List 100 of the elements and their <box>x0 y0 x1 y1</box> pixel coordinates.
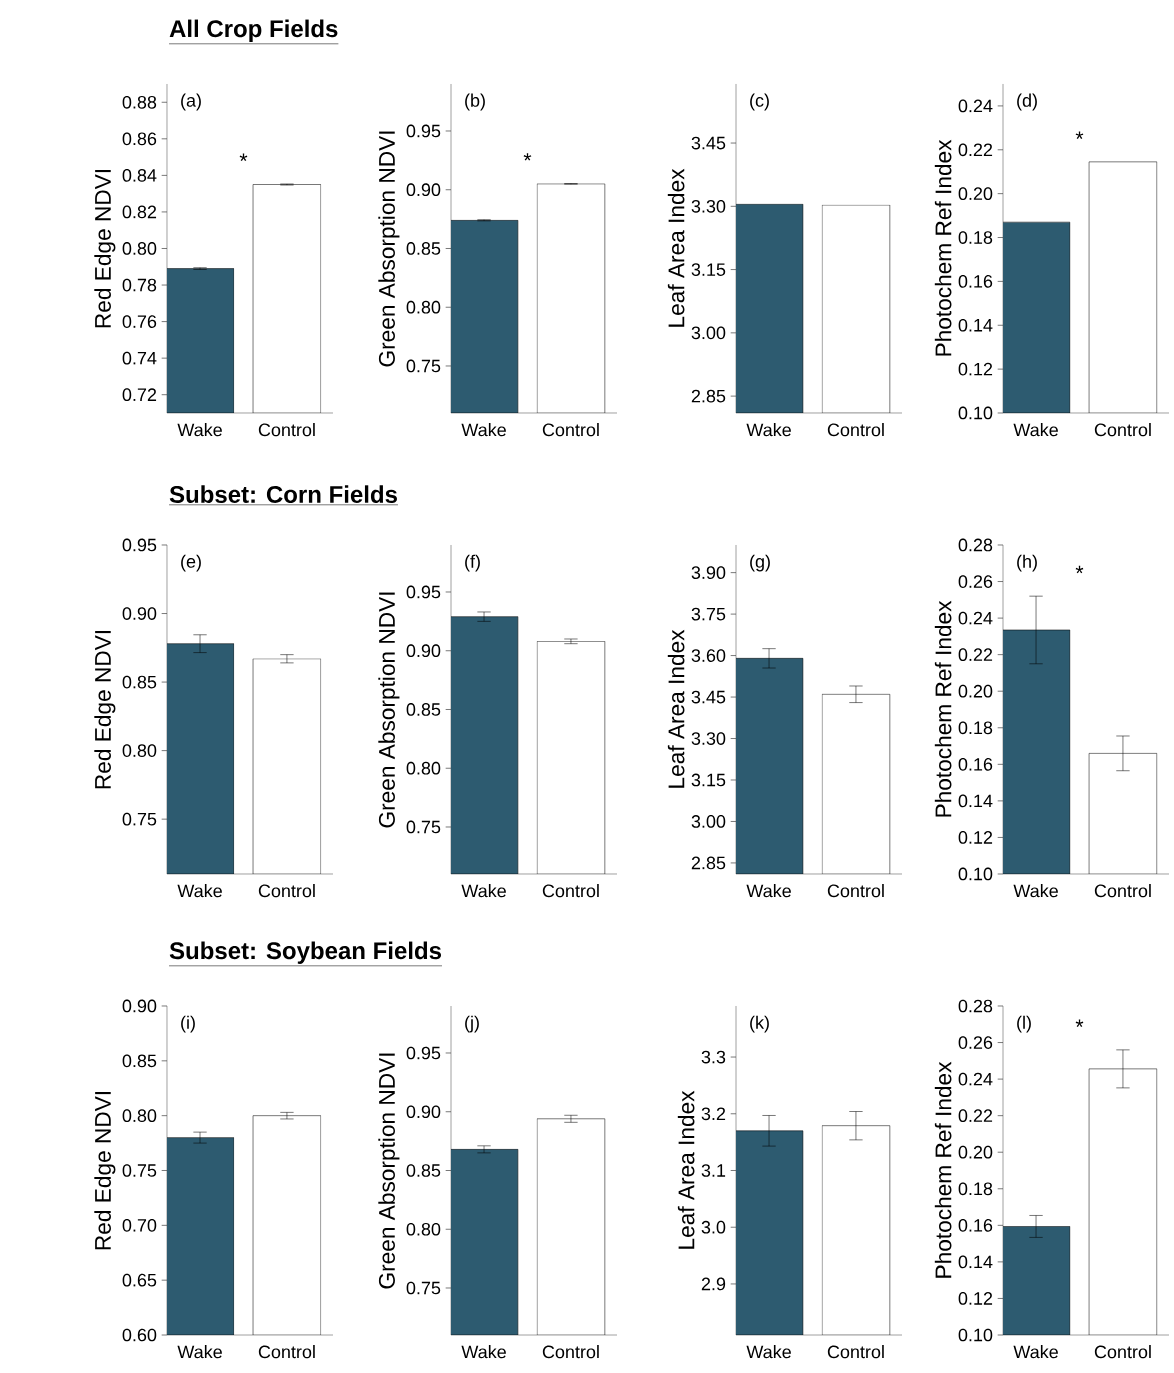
y-tick-label: 3.3 <box>701 1050 726 1064</box>
y-tick-label: 0.85 <box>406 242 441 255</box>
y-tick-label: 0.75 <box>122 812 157 826</box>
y-tick-label: 0.75 <box>406 820 441 834</box>
y-tick-label: 0.74 <box>122 351 157 365</box>
y-tick-label: 0.20 <box>958 187 993 201</box>
x-tick-label: Control <box>827 884 884 898</box>
y-tick-label: 0.90 <box>406 644 441 658</box>
annotation: * <box>523 153 532 161</box>
y-tick-label: 3.45 <box>691 690 726 704</box>
y-tick-label: 2.85 <box>691 856 726 870</box>
y-tick-label: 3.60 <box>691 649 726 662</box>
y-tick-label: 0.22 <box>958 1109 993 1123</box>
y-tick-label: 0.85 <box>406 1164 441 1177</box>
y-tick-label: 0.22 <box>958 648 993 662</box>
y-tick-label: 0.80 <box>406 300 441 314</box>
y-tick-label: 0.80 <box>122 242 157 255</box>
y-tick-label: 0.86 <box>122 132 157 146</box>
y-tick-label: 0.16 <box>958 1218 993 1232</box>
y-tick-label: 0.20 <box>958 684 993 698</box>
y-axis-title: Photochem Ref Index <box>934 139 952 356</box>
x-tick-label: Wake <box>1013 884 1058 898</box>
y-tick-label: 0.12 <box>958 831 993 844</box>
y-axis-title: Green Absorption NDVI <box>378 131 400 367</box>
x-tick-label: Wake <box>177 423 222 437</box>
annotation: (e) <box>181 554 201 572</box>
y-tick-label: 0.16 <box>958 275 993 288</box>
y-tick-label: 3.15 <box>691 263 726 276</box>
annotation: * <box>1075 565 1084 574</box>
y-tick-label: 0.26 <box>958 1036 993 1049</box>
annotation: (h) <box>1017 554 1037 572</box>
y-tick-label: 0.10 <box>958 406 993 420</box>
x-tick-label: Wake <box>461 423 506 437</box>
x-tick-label: Wake <box>461 884 506 898</box>
y-tick-label: 0.90 <box>122 999 157 1013</box>
y-tick-label: 3.90 <box>691 566 726 579</box>
y-tick-label: 0.16 <box>958 757 993 771</box>
y-tick-label: 0.75 <box>406 359 441 373</box>
y-axis-title: Photochem Ref Index <box>934 1061 952 1278</box>
y-tick-label: 0.10 <box>958 867 993 881</box>
y-tick-label: 0.60 <box>122 1328 157 1342</box>
x-tick-label: Wake <box>746 423 791 437</box>
y-tick-label: 3.75 <box>691 607 726 621</box>
y-tick-label: 0.24 <box>958 1072 993 1086</box>
y-axis-title: Photochem Ref Index <box>934 600 952 817</box>
annotation: (k) <box>750 1015 769 1033</box>
x-tick-label: Control <box>542 884 599 898</box>
y-tick-label: 0.95 <box>406 1046 441 1060</box>
y-tick-label: 0.72 <box>122 388 157 402</box>
y-tick-label: 0.14 <box>958 318 993 332</box>
y-tick-label: 0.18 <box>958 1182 993 1196</box>
y-axis-title: Leaf Area Index <box>677 1090 695 1249</box>
x-tick-label: Wake <box>746 884 791 898</box>
annotation: (g) <box>750 554 770 572</box>
y-tick-label: 3.30 <box>691 732 726 745</box>
y-axis-title: Leaf Area Index <box>667 168 685 327</box>
y-tick-label: 0.70 <box>122 1218 157 1232</box>
y-tick-label: 0.80 <box>406 761 441 775</box>
y-axis-title: Green Absorption NDVI <box>378 592 400 828</box>
y-tick-label: 0.18 <box>958 721 993 735</box>
y-tick-label: 0.76 <box>122 315 157 328</box>
x-tick-label: Control <box>258 884 315 898</box>
y-tick-label: 3.0 <box>701 1220 726 1234</box>
chart-title: Subset: Soybean Fields <box>169 941 442 964</box>
x-tick-label: Control <box>827 423 884 437</box>
y-tick-label: 0.12 <box>958 1292 993 1305</box>
x-tick-label: Wake <box>1013 1345 1058 1359</box>
chart-title: Subset: Corn Fields <box>169 485 397 503</box>
y-tick-label: 0.12 <box>958 362 993 376</box>
y-tick-label: 0.20 <box>958 1145 993 1159</box>
x-tick-label: Control <box>1094 1345 1151 1359</box>
annotation: (f) <box>465 554 480 572</box>
annotation: * <box>239 153 248 162</box>
y-tick-label: 0.90 <box>406 1105 441 1119</box>
x-tick-label: Control <box>258 423 315 437</box>
x-tick-label: Control <box>827 1345 884 1359</box>
y-tick-label: 3.1 <box>701 1164 726 1177</box>
y-tick-label: 0.26 <box>958 575 993 588</box>
x-tick-label: Wake <box>177 884 222 898</box>
y-axis-title: Red Edge NDVI <box>94 631 116 789</box>
annotation: (i) <box>181 1015 195 1033</box>
y-tick-label: 0.24 <box>958 99 993 113</box>
y-tick-label: 3.15 <box>691 773 726 787</box>
y-tick-label: 0.22 <box>958 143 993 157</box>
y-tick-label: 0.80 <box>122 1109 157 1123</box>
annotation: * <box>1075 131 1084 139</box>
y-tick-label: 0.85 <box>122 1054 157 1068</box>
y-tick-label: 0.28 <box>958 538 993 552</box>
annotation: (j) <box>465 1015 479 1033</box>
annotation: (d) <box>1017 93 1037 111</box>
y-tick-label: 3.00 <box>691 815 726 828</box>
x-tick-label: Control <box>1094 423 1151 437</box>
x-tick-label: Control <box>258 1345 315 1359</box>
annotation: * <box>1075 1019 1084 1027</box>
y-tick-label: 0.82 <box>122 205 157 219</box>
y-tick-label: 0.95 <box>122 538 157 552</box>
y-tick-label: 0.80 <box>122 744 157 757</box>
y-tick-label: 3.2 <box>701 1107 726 1121</box>
annotation: (l) <box>1017 1015 1031 1033</box>
y-tick-label: 3.30 <box>691 199 726 213</box>
